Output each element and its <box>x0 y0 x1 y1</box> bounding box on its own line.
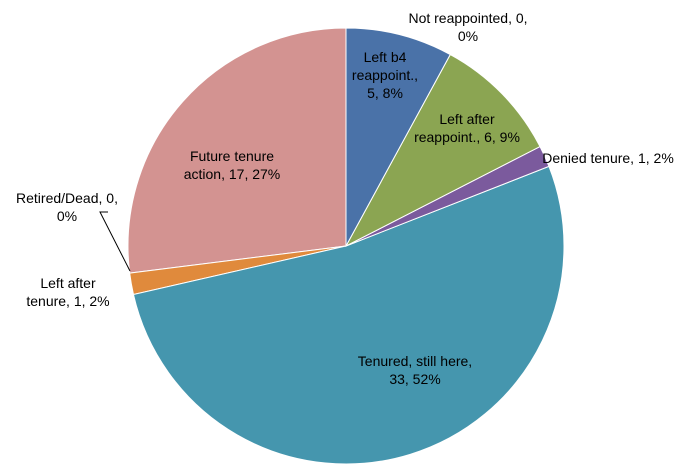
data-label: Tenured, still here, 33, 52% <box>357 353 473 387</box>
data-label: Left after reappoint., 6, 9% <box>414 111 520 145</box>
data-label: Denied tenure, 1, 2% <box>542 150 674 166</box>
data-label: Left b4 reappoint., 5, 8% <box>351 49 419 101</box>
data-label: Future tenure action, 17, 27% <box>183 148 281 182</box>
data-label: Retired/Dead, 0, 0% <box>16 190 118 224</box>
data-label: Left after tenure, 1, 2% <box>26 275 110 309</box>
pie-slice <box>344 53 541 248</box>
data-label: Not reappointed, 0, 0% <box>408 10 528 44</box>
pie-slice <box>345 27 451 247</box>
pie-slice <box>127 27 347 274</box>
leader-line <box>99 211 131 272</box>
pie-slice <box>132 165 565 464</box>
